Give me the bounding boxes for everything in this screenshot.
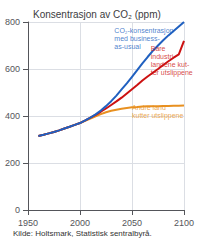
svg-text:2050: 2050	[122, 218, 142, 228]
svg-text:Andre land: Andre land	[132, 104, 166, 111]
svg-text:1950: 1950	[18, 218, 38, 228]
svg-text:Kilde: Holtsmark, Statistisk s: Kilde: Holtsmark, Statistisk sentralbyrå…	[13, 229, 152, 238]
svg-text:med business-: med business-	[114, 35, 160, 42]
svg-text:kutter utslippene: kutter utslippene	[132, 112, 183, 120]
svg-text:800: 800	[5, 17, 20, 27]
svg-text:200: 200	[5, 158, 20, 168]
svg-text:Bare: Bare	[151, 45, 166, 52]
svg-text:as-usual: as-usual	[114, 43, 141, 50]
svg-text:ter utslippene: ter utslippene	[151, 69, 193, 77]
svg-text:industri-: industri-	[151, 53, 177, 60]
svg-text:2100: 2100	[174, 218, 194, 228]
svg-text:CO₂-konsentrasjon: CO₂-konsentrasjon	[114, 27, 173, 35]
svg-text:landene kut-: landene kut-	[151, 61, 190, 68]
svg-text:600: 600	[5, 64, 20, 74]
svg-text:Konsentrasjon av CO₂ (ppm): Konsentrasjon av CO₂ (ppm)	[33, 9, 161, 20]
svg-text:400: 400	[5, 111, 20, 121]
svg-text:0: 0	[15, 205, 20, 215]
svg-text:2000: 2000	[70, 218, 90, 228]
